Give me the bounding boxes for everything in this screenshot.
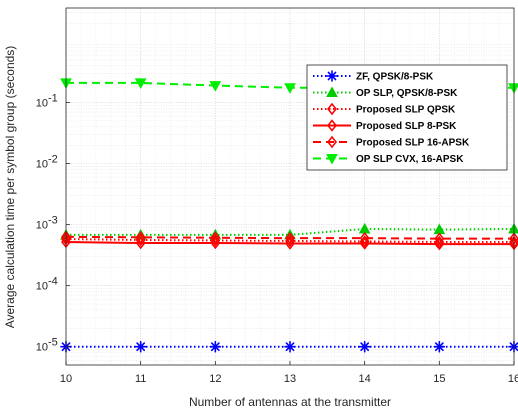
y-tick-exponent: -4 [48,276,58,288]
data-point [285,342,295,352]
x-tick-label: 14 [359,373,371,385]
data-point [210,342,220,352]
y-tick-label: 10 [36,98,48,110]
legend-label: OP SLP CVX, 16-APSK [356,154,464,165]
x-tick-label: 13 [284,373,296,385]
y-tick-exponent: -2 [48,154,58,166]
legend-label: Proposed SLP 8-PSK [356,121,457,132]
legend-label: OP SLP, QPSK/8-PSK [356,88,458,99]
y-tick-label: 10 [36,281,48,293]
x-tick-label: 11 [135,373,146,385]
y-tick-exponent: -1 [48,93,58,105]
data-point [509,342,518,352]
y-axis-label: Average calculation time per symbol grou… [3,46,17,329]
legend-marker [327,71,337,81]
data-point [136,342,146,352]
y-tick-label: 10 [36,159,48,171]
x-axis-label: Number of antennas at the transmitter [189,395,391,409]
legend: ZF, QPSK/8-PSK OP SLP, QPSK/8-PSK Proposed… [307,65,507,170]
x-tick-label: 10 [60,373,72,385]
data-point [434,342,444,352]
legend-label: Proposed SLP 16-APSK [356,138,470,149]
y-tick-label: 10 [36,220,48,232]
y-tick-label: 10 [36,342,48,354]
legend-label: Proposed SLP QPSK [356,105,456,116]
data-point [360,342,370,352]
legend-label: ZF, QPSK/8-PSK [356,72,434,83]
x-tick-label: 12 [209,373,221,385]
x-tick-label: 15 [433,373,445,385]
y-tick-exponent: -3 [48,215,58,227]
x-tick-label: 16 [508,373,518,385]
y-tick-exponent: -5 [48,337,58,349]
